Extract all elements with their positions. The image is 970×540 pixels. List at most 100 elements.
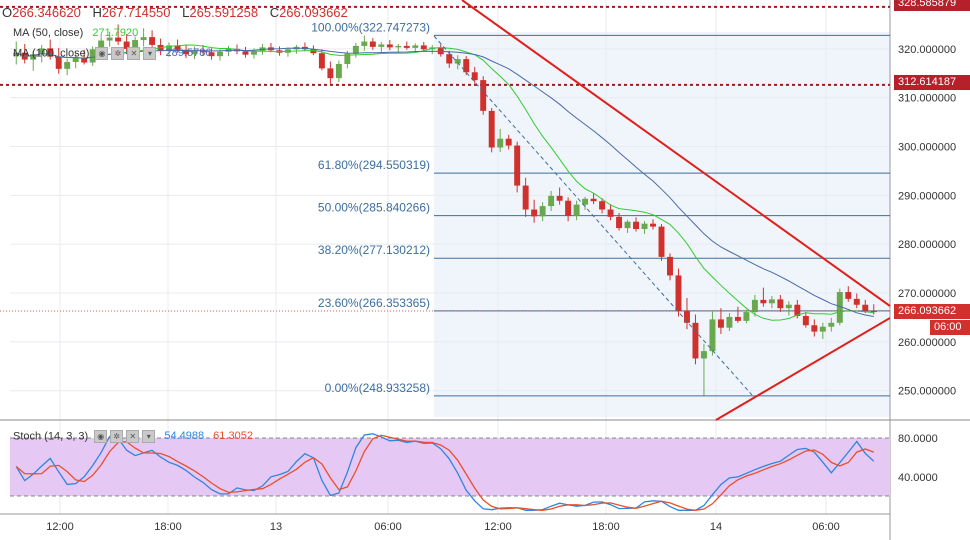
candle-body — [726, 316, 733, 328]
candle-body — [836, 292, 843, 323]
candle-body — [819, 326, 826, 332]
y-tick-label: 260.000000 — [898, 337, 956, 349]
candle-body — [191, 50, 198, 55]
gear-icon[interactable]: ✲ — [111, 47, 125, 60]
ma100-value: 289.5786 — [165, 47, 212, 60]
x-tick-label: 06:00 — [812, 521, 840, 533]
candle-body — [802, 315, 809, 326]
eye-icon[interactable]: ◉ — [95, 47, 109, 60]
candle-body — [463, 59, 470, 73]
candle-body — [531, 209, 538, 217]
candle-body — [310, 49, 317, 54]
x-tick-label: 12:00 — [46, 521, 74, 533]
candle-body — [106, 37, 113, 41]
ma100-line — [16, 47, 874, 317]
close-value: 266.093662 — [279, 5, 348, 20]
y-tick-label: 280.000000 — [898, 239, 956, 251]
candle-body — [709, 319, 716, 352]
candle-body — [174, 45, 181, 50]
candle-body — [692, 322, 699, 359]
x-tick-label: 14 — [710, 521, 722, 533]
candle-body — [200, 50, 207, 53]
candle-body — [149, 37, 156, 45]
stoch-legend[interactable]: Stoch (14, 3, 3) ◉ ✲ ✕ ▾ 54.4988 61.3052 — [13, 430, 253, 443]
fib-level-label: 61.80%(294.550319) — [318, 158, 430, 172]
ma50-value: 271.7920 — [92, 27, 139, 39]
candle-body — [38, 48, 45, 55]
candle-body — [700, 351, 707, 359]
gear-icon[interactable]: ✲ — [110, 430, 124, 443]
stoch-tick-40: 40.0000 — [898, 472, 938, 484]
more-icon[interactable]: ▾ — [142, 430, 156, 443]
high-label: H — [92, 5, 102, 20]
fib-level-label: 50.00%(285.840266) — [318, 201, 430, 215]
more-icon[interactable]: ▾ — [143, 47, 157, 60]
low-value: 265.591258 — [189, 5, 259, 20]
ma100-legend[interactable]: MA (100, close) ◉ ✲ ✕ ▾ 289.5786 — [13, 47, 211, 60]
red-level-tag: 312.614187 — [894, 75, 970, 90]
candle-body — [658, 226, 665, 257]
candle-body — [607, 209, 614, 217]
candle-body — [751, 299, 758, 313]
ma100-label: MA (100, close) — [13, 47, 90, 60]
low-label: L — [182, 5, 190, 20]
fibonacci-trend-line — [433, 35, 753, 396]
time-axis: 12:00 18:00 13 06:00 12:00 18:00 14 06:00 — [46, 521, 840, 533]
candle-body — [488, 110, 495, 148]
y-tick-label: 290.000000 — [898, 190, 956, 202]
candle-body — [853, 298, 860, 305]
candle-body — [624, 221, 631, 229]
candle-body — [378, 44, 385, 47]
candle-body — [862, 304, 869, 311]
eye-icon[interactable]: ◉ — [94, 430, 108, 443]
y-tick-label: 300.000000 — [898, 142, 956, 154]
ma50-legend[interactable]: MA (50, close) 271.7920 — [13, 27, 138, 39]
candle-body — [522, 185, 529, 210]
candle-body — [89, 49, 96, 63]
candle-body — [870, 311, 877, 313]
candle-body — [599, 201, 606, 210]
candle-body — [794, 304, 801, 316]
candle-body — [420, 45, 427, 50]
candle-body — [81, 58, 88, 63]
candle-body — [717, 319, 724, 328]
candle-body — [47, 48, 54, 57]
x-tick-label: 18:00 — [592, 521, 620, 533]
candle-body — [335, 63, 342, 79]
candle-body — [208, 52, 215, 57]
candle-body — [633, 221, 640, 230]
candle-body — [140, 37, 147, 41]
candle-body — [845, 292, 852, 299]
stoch-k-line — [15, 433, 875, 511]
fib-level-label: 38.20%(277.130212) — [318, 243, 430, 257]
candle-body — [98, 40, 105, 50]
candle-body — [166, 45, 173, 51]
candle-body — [327, 68, 334, 79]
y-tick-label: 320.000000 — [898, 44, 956, 56]
x-tick-label: 12:00 — [484, 521, 512, 533]
ascending-trendline — [715, 317, 891, 421]
x-tick-label: 18:00 — [154, 521, 182, 533]
ohlc-readout: O266.346620 H267.714550 L265.591258 C266… — [2, 5, 356, 20]
candle-body — [548, 195, 555, 207]
candle-body — [641, 223, 648, 230]
fibonacci-levels: 100.00%(322.747273) 61.80%(294.550319) 50.… — [311, 20, 890, 397]
candle-body — [72, 58, 79, 63]
candle-body — [565, 200, 572, 216]
close-label: C — [269, 5, 280, 20]
candle-body — [115, 37, 122, 42]
stoch-tick-80: 80.0000 — [898, 433, 938, 445]
candle-body — [437, 47, 444, 55]
candle-body — [454, 59, 461, 64]
candle-body — [132, 40, 139, 49]
close-icon[interactable]: ✕ — [127, 47, 141, 60]
candle-body — [480, 80, 487, 111]
candle-body — [369, 41, 376, 47]
candle-body — [768, 299, 775, 304]
candle-body — [743, 312, 750, 321]
candle-body — [13, 52, 20, 57]
candle-body — [760, 299, 767, 304]
stoch-band — [10, 438, 890, 496]
close-icon[interactable]: ✕ — [126, 430, 140, 443]
